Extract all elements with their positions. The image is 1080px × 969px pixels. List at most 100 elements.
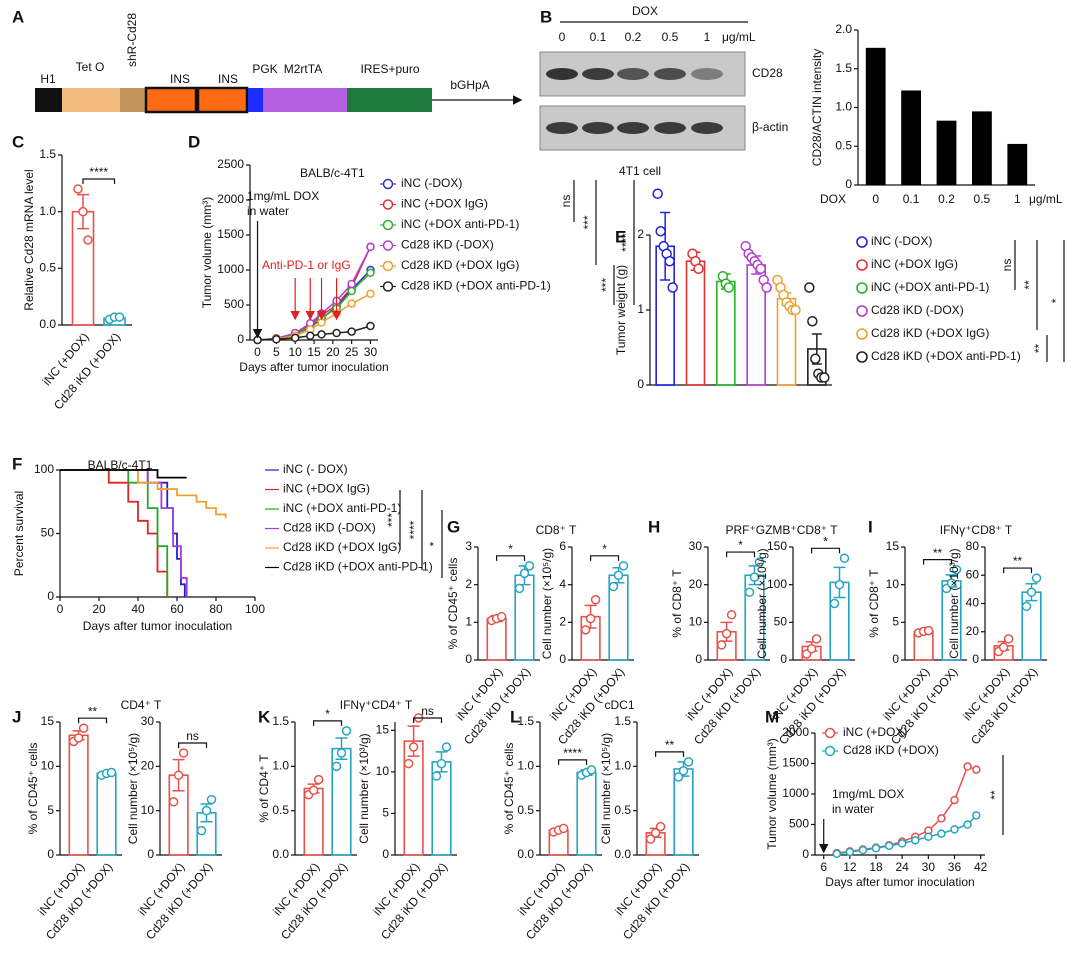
blot-band	[582, 68, 614, 80]
significance-label: ns	[1000, 259, 1014, 272]
bar	[1007, 143, 1028, 185]
data-point	[290, 333, 300, 343]
data-point	[1031, 573, 1042, 583]
data-point	[832, 849, 842, 859]
y-tick-label: 2	[637, 227, 644, 241]
data-point	[963, 762, 972, 771]
data-point	[317, 330, 326, 339]
bar	[403, 740, 424, 856]
y-tick-label: 1.5	[614, 714, 631, 728]
y-tick-label: 10	[886, 577, 900, 591]
data-point	[613, 570, 624, 580]
data-point	[305, 331, 315, 341]
bar	[576, 771, 597, 856]
vector-segment	[120, 88, 146, 112]
data-point	[608, 581, 619, 592]
data-point	[884, 841, 894, 851]
data-point	[403, 758, 414, 769]
x-tick-label: 0.2	[938, 192, 955, 206]
blot-band	[617, 68, 649, 80]
segment-label: IRES+puro	[360, 62, 419, 76]
legend-label: iNC (+DOX IgG)	[283, 482, 370, 496]
significance-label: ***	[581, 215, 595, 229]
bar	[673, 768, 694, 856]
x-tick-label: 0	[57, 602, 64, 616]
x-tick-label: 10	[288, 345, 302, 359]
segment-label: PGK	[252, 62, 277, 76]
y-axis-label: Percent survival	[12, 491, 26, 576]
arrow-label: bGHpA	[450, 78, 489, 92]
y-tick-label: 0.0	[517, 847, 534, 861]
legend-label: iNC (+DOX)	[843, 725, 907, 739]
legend-marker	[824, 745, 836, 757]
significance-label: ***	[385, 513, 399, 527]
chart-title: cDC1	[604, 698, 634, 712]
y-axis-label: CD28/ACTIN intensity	[810, 49, 824, 166]
data-point	[331, 761, 342, 772]
significance-label: *	[508, 542, 513, 556]
blot-band	[654, 122, 686, 134]
significance-bracket	[413, 717, 443, 723]
legend-marker	[856, 259, 868, 271]
y-tick-label: 15	[886, 539, 900, 553]
blot-caption: 4T1 cell	[619, 164, 661, 178]
data-point	[749, 572, 760, 582]
data-point	[951, 564, 962, 575]
y-tick-label: 15	[41, 714, 55, 728]
data-point	[524, 561, 535, 571]
panel-label: I	[868, 517, 873, 536]
segment-label: shR-Cd28	[125, 13, 139, 67]
significance-label: ****	[563, 746, 582, 760]
data-point	[946, 578, 957, 588]
data-point	[650, 828, 661, 838]
data-point	[716, 640, 727, 650]
significance-bracket	[923, 559, 953, 565]
data-point	[871, 844, 881, 853]
panel-label: E	[615, 227, 626, 246]
bar	[865, 47, 886, 186]
y-axis-label: Cell number (×10⁵/g)	[126, 733, 140, 844]
y-tick-label: 6	[559, 539, 566, 553]
annotation: Anti-PD-1 or IgG	[262, 258, 351, 272]
y-tick-label: 10	[141, 803, 155, 817]
data-point	[726, 610, 737, 620]
significance-bracket	[811, 547, 841, 554]
y-tick-label: 0.0	[272, 847, 289, 861]
data-point	[721, 628, 732, 639]
y-tick-label: 1	[637, 302, 644, 316]
legend-marker	[824, 727, 836, 739]
panel-label: J	[12, 707, 21, 726]
data-point	[804, 282, 815, 293]
data-point	[972, 811, 981, 820]
data-point	[664, 256, 675, 267]
x-tick-label: 15	[307, 345, 321, 359]
x-tick-label: 40	[131, 602, 145, 616]
significance-label: *	[823, 534, 828, 548]
x-tick-label: 0	[254, 345, 261, 359]
y-tick-label: 0.0	[39, 317, 56, 331]
data-point	[78, 206, 88, 217]
x-tick-label: 6	[820, 860, 827, 874]
lane-label: 0.5	[662, 30, 679, 44]
y-axis-label: Relative Cd28 mRNA level	[22, 169, 36, 310]
significance-bracket	[78, 717, 108, 724]
data-point	[431, 771, 442, 781]
y-tick-label: 5	[382, 806, 389, 820]
data-point	[923, 625, 934, 636]
y-tick-label: 20	[141, 759, 155, 773]
significance-label: ****	[89, 165, 108, 179]
data-point	[897, 839, 907, 848]
data-point	[586, 765, 597, 775]
significance-label: ns	[186, 729, 199, 743]
y-tick-label: 0	[637, 377, 644, 391]
panel-label: B	[540, 7, 552, 26]
data-point	[754, 557, 765, 567]
annotation: in water	[832, 802, 874, 816]
data-point	[673, 772, 684, 782]
data-point	[811, 634, 822, 644]
x-tick-label: 30	[364, 345, 378, 359]
y-tick-label: 1.0	[517, 759, 534, 773]
data-point	[937, 814, 946, 823]
significance-bracket	[1003, 567, 1033, 574]
